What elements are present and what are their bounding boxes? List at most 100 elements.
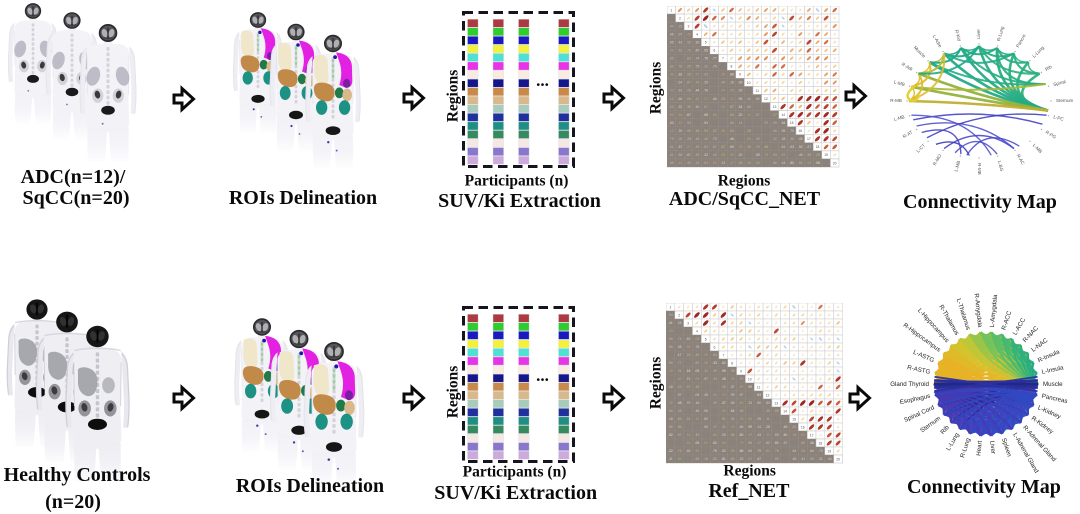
svg-text:.17: .17 [676, 353, 681, 357]
svg-text:19: 19 [824, 153, 828, 157]
svg-text:L-Adre: L-Adre [932, 34, 943, 49]
svg-text:.09: .09 [668, 161, 673, 165]
svg-text:.27: .27 [703, 97, 708, 101]
svg-text:2: 2 [678, 16, 680, 20]
svg-text:.49: .49 [694, 153, 699, 157]
svg-text:7: 7 [721, 57, 723, 61]
svg-text:.75: .75 [818, 449, 823, 453]
svg-text:.23: .23 [668, 105, 673, 109]
svg-text:.13: .13 [677, 121, 682, 125]
svg-text:.37: .37 [721, 401, 726, 405]
svg-text:.63: .63 [694, 97, 699, 101]
svg-text:.61: .61 [780, 145, 785, 149]
svg-text:.07: .07 [729, 105, 734, 109]
svg-text:.88: .88 [747, 441, 752, 445]
svg-text:.28: .28 [676, 321, 681, 325]
svg-text:.35: .35 [746, 145, 751, 149]
svg-text:.30: .30 [676, 377, 681, 381]
svg-text:.18: .18 [668, 417, 673, 421]
svg-text:L-Amygdala: L-Amygdala [989, 294, 999, 328]
svg-text:.95: .95 [711, 113, 716, 117]
svg-text:.26: .26 [694, 385, 699, 389]
svg-text:11: 11 [756, 385, 760, 389]
svg-text:.16: .16 [694, 401, 699, 405]
svg-text:.22: .22 [711, 129, 716, 133]
svg-text:.75: .75 [703, 57, 708, 61]
svg-text:3: 3 [687, 24, 689, 28]
svg-text:.92: .92 [797, 145, 802, 149]
svg-text:4: 4 [695, 329, 697, 333]
svg-text:.26: .26 [721, 385, 726, 389]
svg-text:.25: .25 [703, 81, 708, 85]
svg-text:.44: .44 [677, 161, 682, 165]
svg-text:.31: .31 [703, 369, 708, 373]
svg-text:.31: .31 [721, 425, 726, 429]
svg-text:.65: .65 [694, 129, 699, 133]
svg-text:.43: .43 [782, 425, 787, 429]
svg-text:R-MB: R-MB [977, 163, 982, 175]
svg-text:.46: .46 [797, 153, 802, 157]
svg-text:.33: .33 [747, 401, 752, 405]
svg-text:.99: .99 [747, 425, 752, 429]
svg-text:.28: .28 [686, 73, 691, 77]
svg-text:.20: .20 [737, 113, 742, 117]
svg-text:.50: .50 [668, 113, 673, 117]
svg-text:.29: .29 [754, 153, 759, 157]
svg-text:.03: .03 [694, 337, 699, 341]
svg-text:.97: .97 [763, 121, 768, 125]
svg-text:.79: .79 [668, 137, 673, 141]
svg-text:.10: .10 [685, 433, 690, 437]
svg-text:.60: .60 [668, 409, 673, 413]
svg-text:.40: .40 [720, 81, 725, 85]
svg-text:.39: .39 [712, 401, 717, 405]
svg-text:.99: .99 [729, 393, 734, 397]
svg-text:.32: .32 [765, 433, 770, 437]
svg-text:.60: .60 [800, 441, 805, 445]
svg-text:13: 13 [772, 105, 776, 109]
svg-text:L-BG: L-BG [997, 160, 1005, 172]
svg-text:Spleen: Spleen [1000, 437, 1013, 458]
svg-text:3: 3 [687, 321, 689, 325]
svg-text:.44: .44 [694, 89, 699, 93]
svg-text:.48: .48 [738, 409, 743, 413]
svg-text:.66: .66 [772, 129, 777, 133]
svg-text:.12: .12 [668, 97, 673, 101]
svg-text:.74: .74 [686, 137, 691, 141]
svg-text:8: 8 [730, 65, 732, 69]
svg-text:.50: .50 [668, 361, 673, 365]
svg-text:.40: .40 [686, 161, 691, 165]
svg-text:.24: .24 [685, 417, 690, 421]
svg-text:.60: .60 [782, 433, 787, 437]
svg-text:.57: .57 [754, 113, 759, 117]
svg-text:1: 1 [670, 8, 672, 12]
svg-text:.57: .57 [694, 73, 699, 77]
svg-text:.25: .25 [677, 24, 682, 28]
svg-text:.07: .07 [780, 153, 785, 157]
svg-text:L-Lung: L-Lung [1031, 45, 1045, 59]
svg-text:.32: .32 [677, 105, 682, 109]
svg-text:.54: .54 [747, 449, 752, 453]
svg-text:.48: .48 [694, 81, 699, 85]
svg-text:.33: .33 [668, 329, 673, 333]
svg-text:R-AT: R-AT [902, 129, 914, 139]
svg-text:R-MB: R-MB [890, 98, 902, 103]
svg-text:.45: .45 [703, 137, 708, 141]
svg-text:.40: .40 [686, 32, 691, 36]
svg-text:.46: .46 [668, 73, 673, 77]
svg-text:.25: .25 [721, 433, 726, 437]
svg-text:Spinal: Spinal [1053, 79, 1067, 87]
svg-text:.85: .85 [746, 105, 751, 109]
svg-text:.97: .97 [676, 433, 681, 437]
svg-text:.34: .34 [737, 105, 742, 109]
svg-text:.28: .28 [780, 137, 785, 141]
svg-text:.44: .44 [826, 457, 831, 461]
svg-text:.48: .48 [721, 377, 726, 381]
svg-text:.81: .81 [694, 361, 699, 365]
svg-text:R-Lung: R-Lung [996, 25, 1005, 41]
svg-text:.81: .81 [721, 457, 726, 461]
svg-text:.03: .03 [703, 73, 708, 77]
svg-text:.56: .56 [738, 449, 743, 453]
svg-text:.67: .67 [711, 145, 716, 149]
svg-text:.43: .43 [677, 40, 682, 44]
svg-text:.82: .82 [703, 417, 708, 421]
